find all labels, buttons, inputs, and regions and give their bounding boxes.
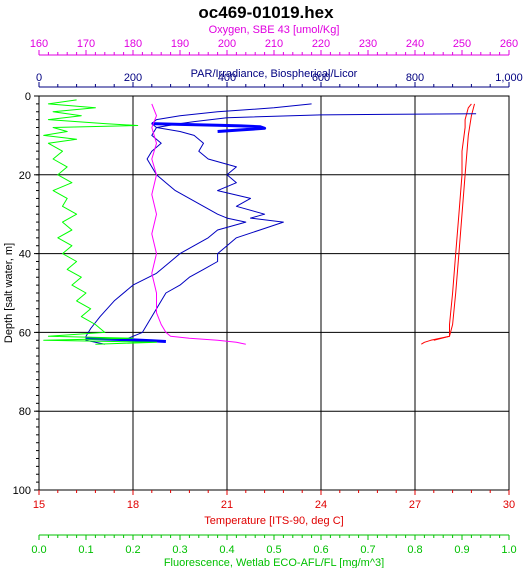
temperature-tick-label: 24 [315,499,327,511]
fluorescence-tick-label: 0.6 [313,544,328,556]
par-tick-label: 200 [124,72,142,84]
axes: 0 20 40 60 80 100 Depth [salt water, m] 160 170 1… [3,24,523,568]
par-tick-label: 400 [218,72,236,84]
par-tick-label: 0 [36,72,42,84]
fluorescence-tick-label: 0.1 [78,544,93,556]
oxygen-tick-label: 240 [406,38,424,50]
fluorescence-tick-label: 0.0 [31,544,46,556]
par-series-line [123,103,312,341]
par-tick-label: 800 [406,72,424,84]
fluorescence-tick-label: 0.9 [454,544,469,556]
y-tick-label: 0 [25,91,31,103]
oxygen-tick-label: 230 [359,38,377,50]
y-tick-label: 60 [19,327,31,339]
oxygen-tick-label: 210 [265,38,283,50]
fluorescence-tick-label: 0.4 [219,544,234,556]
fluorescence-tick-label: 0.5 [266,544,281,556]
oxygen-tick-label: 260 [500,38,518,50]
temperature-series-line [421,103,472,345]
fluorescence-tick-label: 1.0 [501,544,516,556]
oxygen-tick-label: 190 [171,38,189,50]
plot-frame [38,95,510,491]
temperature-tick-label: 15 [33,499,45,511]
fluorescence-series-line [43,99,157,345]
oxygen-series-line [151,103,246,345]
oxygen-tick-label: 200 [218,38,236,50]
y-tick-label: 100 [13,485,31,497]
y-axis-label: Depth [salt water, m] [3,243,15,343]
par-tick-label: 600 [312,72,330,84]
data-series [43,99,477,345]
par-series-line [85,113,477,345]
oxygen-tick-label: 170 [77,38,95,50]
y-tick-label: 40 [19,249,31,261]
fluorescence-tick-label: 0.8 [407,544,422,556]
fluorescence-tick-label: 0.2 [125,544,140,556]
fluorescence-tick-label: 0.3 [172,544,187,556]
temperature-tick-label: 30 [503,499,515,511]
temperature-series-line [433,103,475,341]
fluorescence-axis-label: Fluorescence, Wetlab ECO-AFL/FL [mg/m^3] [164,557,384,568]
y-tick-label: 80 [19,406,31,418]
par-axis-label: PAR/Irradiance, Biospherical/Licor [191,68,358,80]
grid [39,96,509,490]
fluorescence-tick-label: 0.7 [360,544,375,556]
oxygen-tick-label: 220 [312,38,330,50]
oxygen-tick-label: 160 [30,38,48,50]
temperature-tick-label: 21 [221,499,233,511]
chart-title: oc469-01019.hex [198,3,334,22]
oxygen-axis-label: Oxygen, SBE 43 [umol/Kg] [209,24,340,36]
temperature-axis-label: Temperature [ITS-90, deg C] [204,515,343,527]
temperature-tick-label: 18 [127,499,139,511]
par-tick-label: 1,000 [495,72,523,84]
oxygen-tick-label: 180 [124,38,142,50]
temperature-tick-label: 27 [409,499,421,511]
y-tick-label: 20 [19,170,31,182]
oxygen-tick-label: 250 [453,38,471,50]
par-series-line [151,122,267,133]
